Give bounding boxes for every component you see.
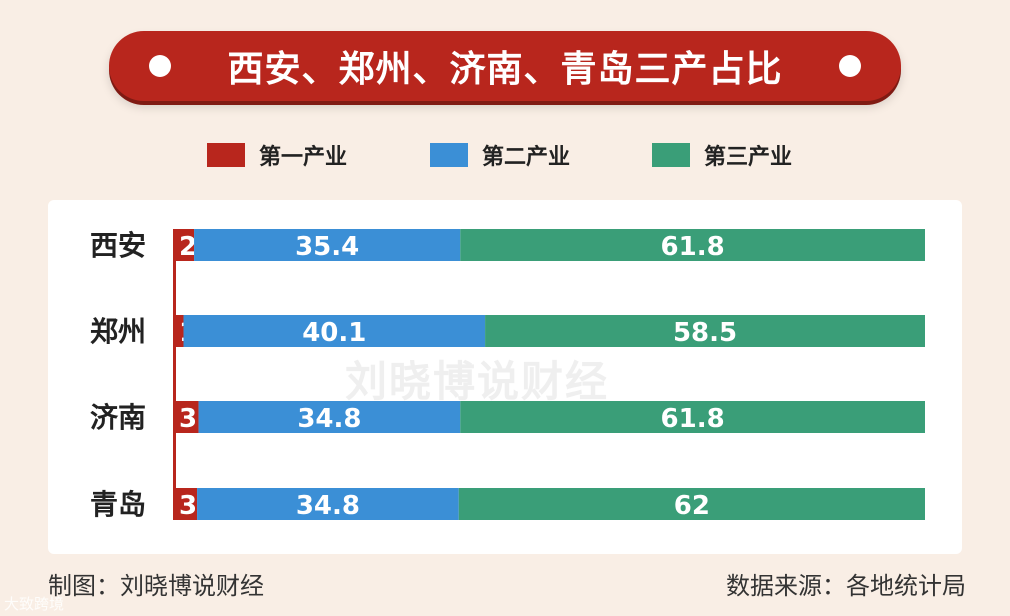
bar-segment-tertiary (460, 229, 925, 261)
bar-segment-primary (173, 229, 195, 261)
chart-title: 西安、郑州、济南、青岛三产占比 (227, 49, 783, 90)
category-label: 郑州 (90, 315, 146, 348)
bar-segment-tertiary (460, 401, 925, 433)
legend-item-primary: 第一产业 (207, 138, 347, 172)
bar-value-label: 58.5 (673, 318, 737, 348)
title-banner: 西安、郑州、济南、青岛三产占比 (109, 31, 901, 101)
category-label: 青岛 (90, 488, 146, 521)
title-dot-right (839, 55, 861, 77)
bar-segment-primary (173, 401, 199, 433)
legend-swatch-tertiary (652, 143, 690, 167)
legend-item-tertiary: 第三产业 (652, 138, 792, 172)
category-label: 济南 (90, 401, 146, 434)
legend-item-secondary: 第二产业 (430, 138, 570, 172)
legend-swatch-secondary (430, 143, 468, 167)
bar-value-label: 61.8 (661, 232, 725, 262)
legend: 第一产业 第二产业 第三产业 (0, 138, 1010, 172)
bar-value-label: 34.8 (297, 404, 361, 434)
category-axis-line (173, 229, 176, 520)
footer-maker: 制图：刘晓博说财经 (48, 572, 264, 600)
watermark: 刘晓博说财经 (345, 357, 610, 406)
bar-segment-secondary (194, 229, 461, 261)
bar-segment-tertiary (458, 488, 925, 520)
bar-value-label: 62 (674, 491, 710, 521)
legend-label-tertiary: 第三产业 (704, 145, 793, 170)
title-dot-left (149, 55, 171, 77)
bar-value-label: 61.8 (661, 404, 725, 434)
legend-label-secondary: 第二产业 (482, 145, 571, 170)
legend-label-primary: 第一产业 (259, 145, 348, 170)
corner-watermark: 大致跨境 (4, 595, 65, 613)
bar-value-label: 40.1 (302, 318, 366, 348)
bar-value-label: 35.4 (295, 232, 359, 262)
bar-segment-tertiary (485, 315, 925, 347)
category-label: 西安 (90, 229, 146, 262)
legend-swatch-primary (207, 143, 245, 167)
bar-segment-primary (173, 488, 198, 520)
bar-segment-secondary (198, 401, 461, 433)
bar-segment-secondary (197, 488, 459, 520)
bar-segment-primary (173, 315, 184, 347)
bar-segment-secondary (183, 315, 486, 347)
footer-source: 数据来源：各地统计局 (726, 572, 966, 600)
bar-value-label: 34.8 (296, 491, 360, 521)
